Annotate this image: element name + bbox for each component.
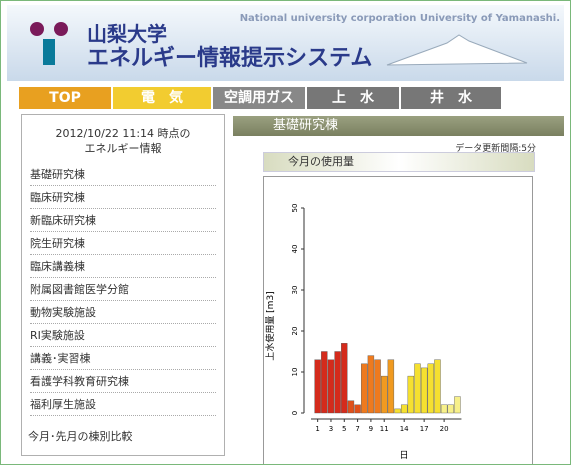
x-tick-label: 3 [329, 425, 333, 433]
mountain [386, 34, 528, 66]
building-title: 基礎研究棟 [233, 116, 564, 136]
bar [334, 351, 341, 414]
building-link[interactable]: 附属図書館医学分館 [30, 278, 216, 301]
bar [407, 375, 415, 414]
building-link[interactable]: 動物実験施設 [30, 301, 216, 324]
x-axis-label: 日 [399, 450, 408, 461]
bar [361, 363, 368, 414]
tab[interactable]: 上 水 [307, 87, 399, 109]
y-tick-label: 40 [291, 245, 299, 254]
building-link[interactable]: 基礎研究棟 [30, 163, 216, 186]
bar [400, 404, 408, 414]
y-tick-label: 10 [291, 368, 299, 377]
building-link[interactable]: 臨床研究棟 [30, 186, 216, 209]
panel-title: 今月の使用量 [263, 152, 535, 172]
bar [354, 404, 361, 414]
building-link[interactable]: 新臨床研究棟 [30, 209, 216, 232]
logo [43, 39, 55, 65]
bar [454, 396, 461, 414]
bar [420, 367, 428, 414]
bar [440, 404, 448, 414]
update-interval: データ更新間隔:5分 [455, 144, 536, 154]
chart-frame [263, 176, 533, 464]
bar [381, 375, 388, 414]
x-tick-label: 17 [420, 425, 429, 433]
bar [447, 404, 454, 414]
bar [434, 359, 441, 414]
logo [30, 22, 44, 36]
bar [367, 355, 375, 414]
x-tick-label: 7 [355, 425, 359, 433]
x-tick-label: 1 [315, 425, 319, 433]
building-link[interactable]: 臨床講義棟 [30, 255, 216, 278]
building-link[interactable]: RI実験施設 [30, 324, 216, 347]
header: 山梨大学 エネルギー情報提示システム National university c… [7, 5, 564, 81]
y-tick-label: 20 [291, 327, 299, 336]
bar [387, 359, 395, 414]
logo [54, 22, 68, 36]
tab[interactable]: 井 水 [401, 87, 501, 109]
comparison-link[interactable]: 今月･先月の棟別比較 [28, 430, 133, 443]
building-link[interactable]: 福利厚生施設 [30, 393, 216, 416]
university: 山梨大学 [87, 22, 167, 46]
bar [374, 359, 381, 414]
x-tick-label: 11 [380, 425, 389, 433]
y-tick-label: 30 [291, 286, 299, 295]
timestamp-caption: エネルギー情報 [84, 142, 162, 155]
x-tick-label: 5 [342, 425, 346, 433]
timestamp: 2012/10/22 11:14 時点の [55, 127, 191, 140]
x-tick-label: 14 [400, 425, 409, 433]
bar [347, 400, 355, 414]
bar [314, 359, 321, 414]
y-axis-label: 上水使用量 [m3] [264, 291, 276, 360]
chart: 上水使用量 [m3] 日 0 10 20 30 40 50 1 3 5 7 9 11 14 17 20 [263, 176, 533, 464]
y-tick-label: 0 [291, 411, 299, 415]
subtitle: National university corporation Universi… [240, 13, 560, 24]
bar [321, 351, 328, 414]
bar [414, 363, 421, 414]
tab[interactable]: 空調用ガス [213, 87, 305, 109]
bar [327, 359, 335, 414]
y-tick-label: 50 [291, 204, 299, 213]
bar [341, 343, 348, 414]
building-link[interactable]: 看護学科教育研究棟 [30, 370, 216, 393]
system-title: エネルギー情報提示システム [87, 45, 372, 71]
x-tick-label: 20 [440, 425, 449, 433]
bar [427, 363, 435, 414]
header-art: 山梨大学 エネルギー情報提示システム National university c… [30, 13, 560, 71]
x-tick-label: 9 [369, 425, 373, 433]
building-link[interactable]: 講義･実習棟 [30, 347, 216, 370]
tab[interactable]: TOP [19, 87, 111, 109]
building-link[interactable]: 院生研究棟 [30, 232, 216, 255]
bar [394, 408, 401, 414]
tab[interactable]: 電 気 [113, 87, 211, 109]
sidebar: 2012/10/22 11:14 時点の エネルギー情報 基礎研究棟 臨床研究棟新… [21, 114, 225, 456]
